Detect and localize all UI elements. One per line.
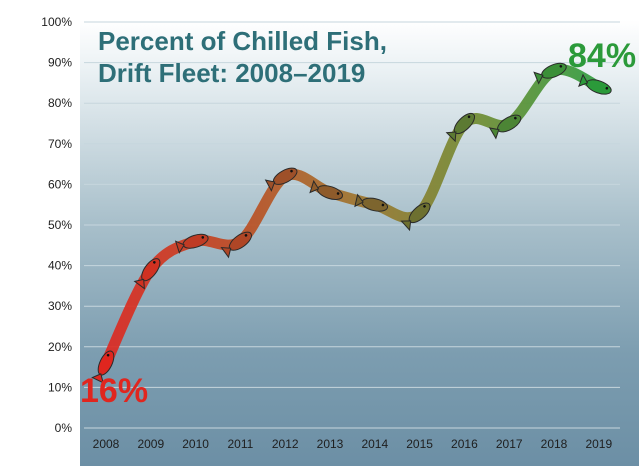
x-axis: 2008 2009 2010 2011 2012 2013 2014 2015 2016 2017… (93, 437, 613, 451)
y-tick-label: 50% (48, 218, 72, 232)
x-tick-label: 2019 (585, 437, 612, 451)
x-tick-label: 2009 (137, 437, 164, 451)
y-tick-label: 100% (41, 15, 72, 29)
x-tick-label: 2013 (317, 437, 344, 451)
y-tick-label: 20% (48, 340, 72, 354)
y-tick-label: 0% (55, 421, 73, 435)
data-point-2018 (533, 62, 567, 85)
x-tick-label: 2016 (451, 437, 478, 451)
x-tick-label: 2011 (227, 437, 253, 451)
ocean-background (80, 20, 639, 466)
data-point-2014 (354, 193, 389, 212)
data-point-2012 (264, 167, 298, 192)
data-point-2019 (578, 73, 612, 95)
y-tick-label: 80% (48, 96, 72, 110)
x-tick-label: 2015 (406, 437, 433, 451)
data-point-2011 (220, 231, 252, 259)
x-tick-label: 2008 (93, 437, 120, 451)
start-value-callout: 16% (80, 372, 148, 410)
chart-title-line2: Drift Fleet: 2008–2019 (98, 58, 365, 88)
data-point-2013 (309, 179, 344, 200)
y-tick-label: 10% (48, 380, 72, 394)
data-point-2009 (133, 258, 161, 290)
fish-markers (91, 62, 612, 384)
data-point-2016 (445, 112, 476, 143)
grid-lines (84, 21, 620, 429)
data-point-2008 (91, 350, 115, 384)
data-point-2015 (400, 202, 431, 232)
data-point-2010 (174, 233, 209, 254)
y-tick-label: 30% (48, 299, 72, 313)
y-tick-label: 90% (48, 56, 72, 70)
x-tick-label: 2010 (182, 437, 209, 451)
end-value-callout: 84% (568, 37, 636, 75)
x-tick-label: 2018 (541, 437, 568, 451)
y-tick-label: 70% (48, 137, 72, 151)
x-tick-label: 2012 (272, 437, 299, 451)
y-axis: 0% 10% 20% 30% 40% 50% 60% 70% 80% 90% 100% (41, 15, 72, 435)
y-tick-label: 40% (48, 259, 72, 273)
chart-title-line1: Percent of Chilled Fish, (98, 26, 387, 56)
x-tick-label: 2014 (361, 437, 388, 451)
y-tick-label: 60% (48, 177, 72, 191)
data-point-2017 (488, 114, 522, 140)
x-tick-label: 2017 (496, 437, 523, 451)
